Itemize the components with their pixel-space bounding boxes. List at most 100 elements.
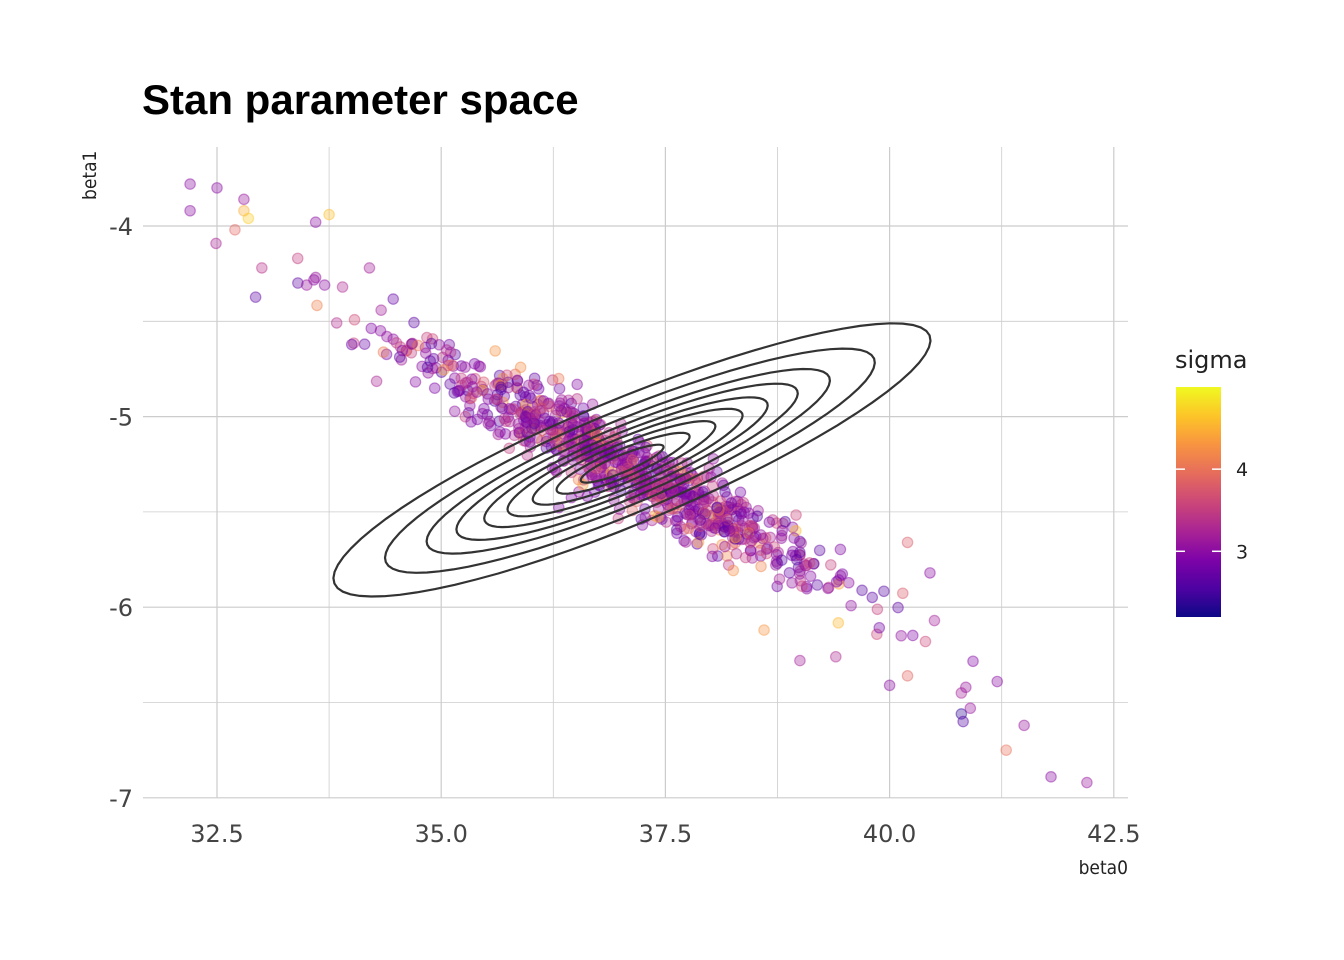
data-point [435,366,448,378]
contour-line [455,382,799,542]
data-point [345,338,358,351]
data-point [448,372,461,384]
data-point [771,557,784,570]
data-point [991,675,1004,688]
data-point [714,506,726,518]
data-point [739,551,752,564]
data-point [535,394,547,407]
data-point [725,501,737,514]
data-point [521,405,534,418]
data-point [476,384,489,397]
data-point [483,415,496,428]
legend-ticks: 34 [1176,459,1248,563]
data-point [694,520,707,533]
data-point [720,504,733,517]
data-point [211,182,223,194]
data-point [794,535,806,548]
data-point [722,501,735,513]
data-point [448,405,461,418]
data-point [727,503,739,515]
data-point [730,547,743,560]
data-point [517,407,530,420]
contour-line [506,407,744,518]
data-point [822,582,834,595]
data-point [380,348,393,361]
data-point [746,522,759,535]
data-point [565,397,578,410]
data-point [627,455,640,468]
data-point [550,403,563,416]
data-point [370,375,383,388]
data-point [523,407,536,420]
data-point [442,359,454,372]
data-point [425,337,438,350]
data-point [395,354,408,366]
data-point [732,526,745,539]
data-point [671,510,684,523]
data-point [528,417,541,430]
data-point [726,538,739,551]
data-point [685,517,698,530]
data-point [763,516,776,528]
data-point [491,377,503,390]
data-point [526,407,538,420]
data-point [474,361,487,373]
data-point [427,352,440,365]
data-point [738,522,751,535]
data-point [291,252,304,265]
data-point [408,316,420,329]
data-point [719,540,731,553]
data-point [711,550,724,562]
y-tick-label: -6 [109,594,133,622]
data-point [498,390,511,403]
data-point [771,580,783,593]
data-point [822,581,835,594]
data-point [777,517,789,530]
data-point [577,478,589,491]
data-point [481,409,494,421]
data-point [542,398,554,410]
data-point [760,543,773,555]
data-point [467,387,479,400]
data-point [626,454,639,466]
data-point [736,533,748,546]
data-point [807,558,820,570]
data-point [702,519,715,532]
data-point [526,400,539,413]
data-point [466,373,478,386]
data-point [707,543,719,555]
data-point [492,377,505,389]
data-point [743,519,756,532]
data-point [834,543,847,556]
data-point [292,277,304,289]
data-point [721,513,734,526]
data-point [680,508,693,521]
x-tick-label: 42.5 [1087,820,1140,848]
data-point [555,404,568,417]
data-point [794,546,806,559]
data-point [736,514,749,527]
data-point [184,178,196,190]
data-point [585,466,597,478]
data-point [789,549,802,562]
data-point [1018,719,1030,732]
data-point [440,344,453,356]
data-point [711,501,724,514]
data-point [757,532,769,545]
data-point [507,403,519,415]
data-point [709,522,721,535]
data-point [697,506,709,519]
data-point [883,679,896,692]
data-point [571,393,583,405]
data-point [832,617,845,629]
data-point [612,457,624,469]
data-point [365,322,378,335]
y-tick-label: -5 [109,404,133,432]
data-point [560,406,573,418]
data-point [459,410,472,423]
data-point [520,425,533,438]
data-point [323,208,335,221]
data-point [683,504,695,516]
data-point [400,344,413,357]
x-axis-title: beta0 [1079,857,1128,879]
